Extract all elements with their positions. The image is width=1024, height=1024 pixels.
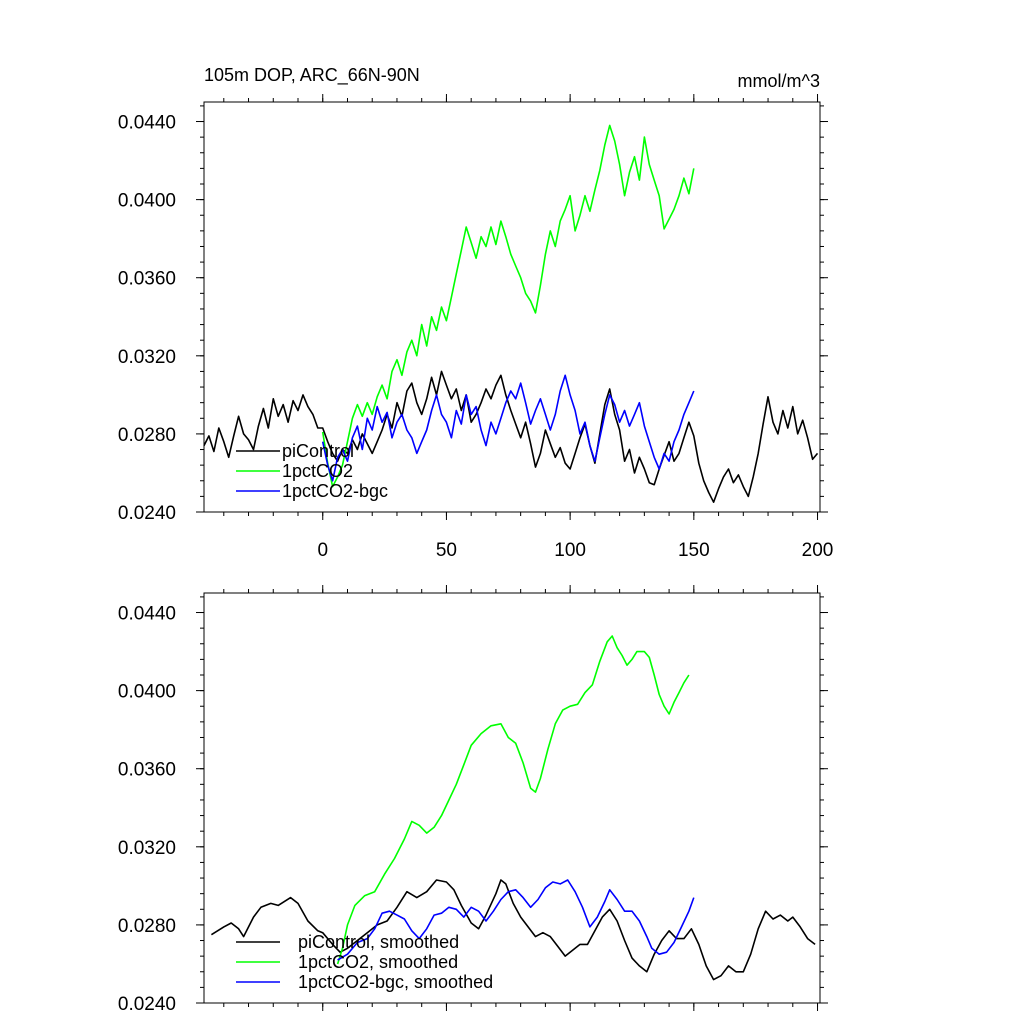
x-tick-label: 0: [317, 540, 328, 561]
plot-frame: [203, 101, 821, 513]
series-line-picontrol-smoothed: [210, 879, 816, 981]
y-tick-label: 0.0400: [118, 682, 176, 703]
y-tick-label: 0.0440: [118, 604, 176, 625]
series-line-1pctco2-bgc: [321, 374, 695, 482]
y-tick-label: 0.0320: [118, 347, 176, 368]
legend-label: 1pctCO2-bgc, smoothed: [298, 972, 493, 992]
x-tick-label: 100: [554, 540, 586, 561]
x-tick-label: 50: [436, 540, 457, 561]
y-tick-label: 0.0280: [118, 425, 176, 446]
top-panel: 0.0240 0.0280 0.0320 0.0360 0.0400 0.0440 0 50 1…: [118, 94, 834, 561]
bottom-panel: 0.0240 0.0280 0.0320 0.0360 0.0400 0.0440 piCo…: [118, 585, 828, 1015]
series-line-1pctco2: [321, 124, 695, 488]
y-tick-label: 0.0440: [118, 113, 176, 134]
legend-label: 1pctCO2-bgc: [282, 481, 388, 501]
y-tick-label: 0.0320: [118, 838, 176, 859]
series-line-1pctco2-smoothed: [336, 635, 690, 965]
y-tick-label: 0.0400: [118, 191, 176, 212]
y-tick-label: 0.0240: [118, 994, 176, 1015]
y-tick-label: 0.0360: [118, 269, 176, 290]
y-tick-label: 0.0280: [118, 916, 176, 937]
y-tick-label: 0.0360: [118, 760, 176, 781]
legend-label: 1pctCO2, smoothed: [298, 952, 458, 972]
y-tick-label: 0.0240: [118, 503, 176, 524]
legend-label: 1pctCO2: [282, 461, 353, 481]
units-label: mmol/m^3: [738, 71, 820, 91]
legend-label: piControl: [282, 441, 354, 461]
x-tick-label: 200: [802, 540, 834, 561]
plot-frame: [203, 592, 821, 1004]
series-line-1pctco2-bgc-smoothed: [337, 879, 695, 961]
chart-title: 105m DOP, ARC_66N-90N: [204, 65, 420, 86]
legend-label: piControl, smoothed: [298, 932, 459, 952]
series-line-picontrol: [203, 370, 819, 504]
x-tick-label: 150: [678, 540, 710, 561]
